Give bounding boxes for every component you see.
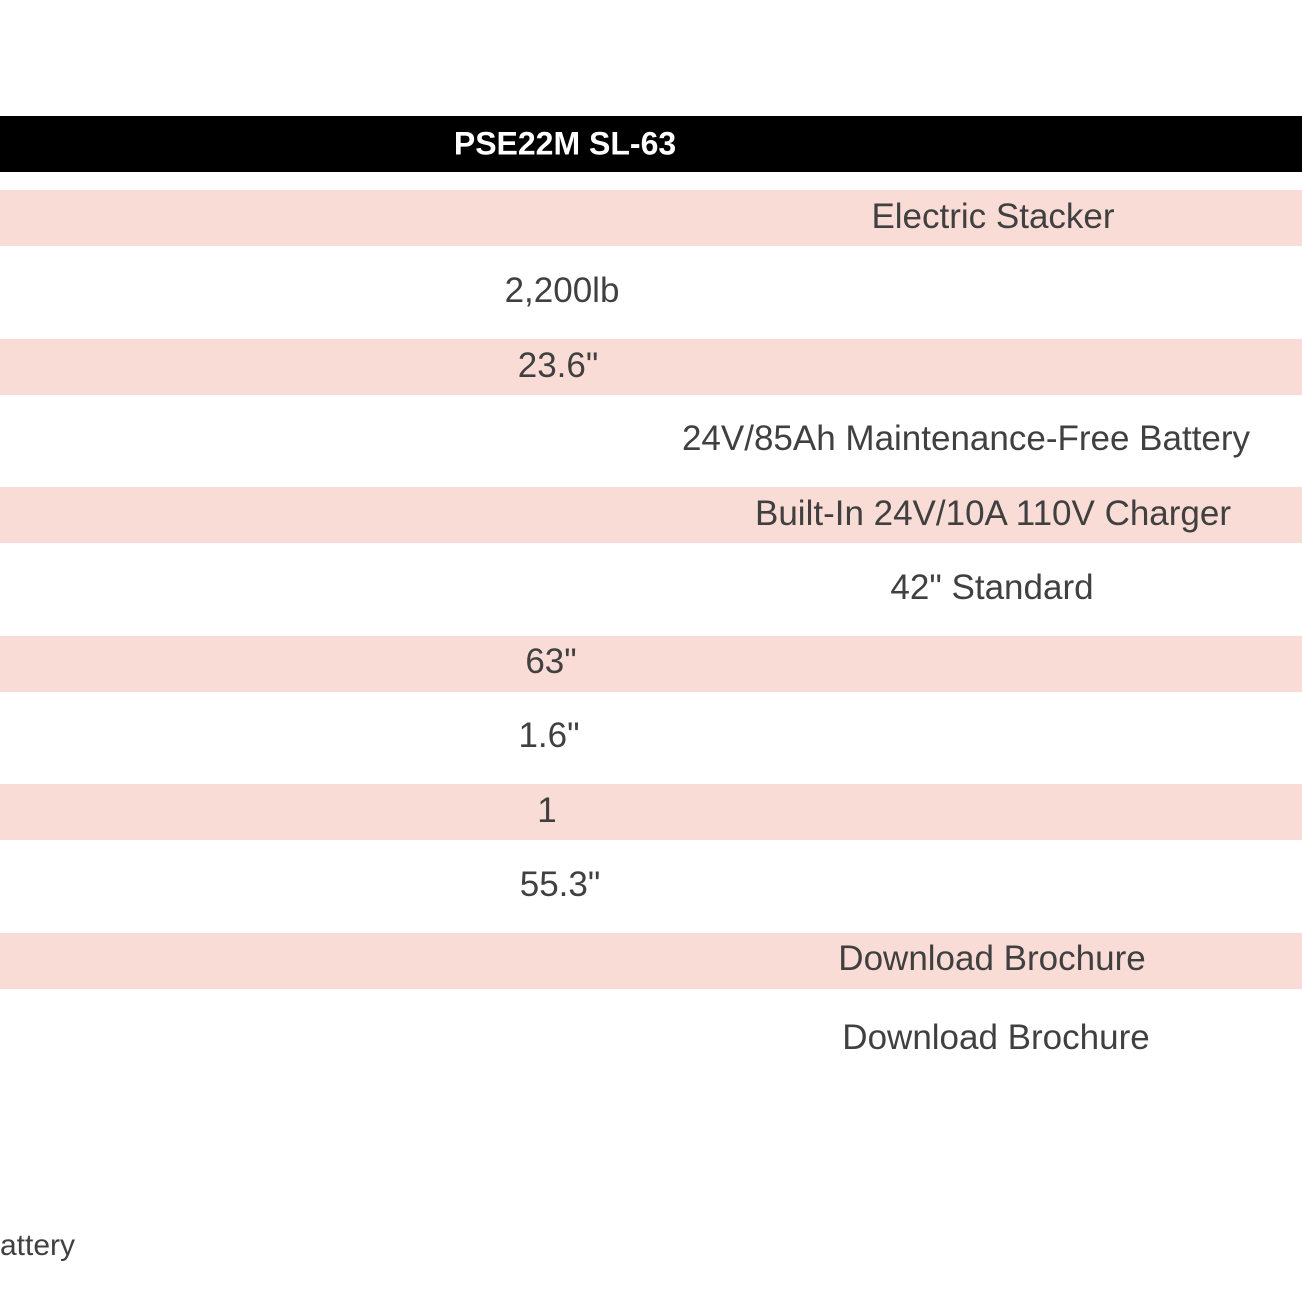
row-band bbox=[0, 190, 1302, 246]
row-band bbox=[0, 784, 1302, 840]
model-name: PSE22M SL-63 bbox=[453, 125, 677, 162]
table-header: PSE22M SL-63 bbox=[0, 116, 1302, 172]
row-band bbox=[0, 339, 1302, 395]
cell-dimension: 55.3" bbox=[519, 865, 601, 904]
cell-battery: 24V/85Ah Maintenance-Free Battery bbox=[681, 419, 1251, 458]
row-band bbox=[0, 933, 1302, 989]
cell-load-center: 23.6" bbox=[517, 346, 599, 385]
cell-charger: Built-In 24V/10A 110V Charger bbox=[754, 494, 1232, 533]
row-band bbox=[0, 487, 1302, 543]
download-brochure-link[interactable]: Download Brochure bbox=[842, 1018, 1150, 1057]
cell-capacity: 2,200lb bbox=[504, 271, 620, 310]
cell-type: Electric Stacker bbox=[871, 197, 1115, 236]
cell-lift-height: 63" bbox=[525, 642, 577, 681]
row-band bbox=[0, 636, 1302, 692]
download-brochure-link[interactable]: Download Brochure bbox=[838, 939, 1146, 978]
truncated-text: attery bbox=[0, 1229, 76, 1262]
cell-lowered-height: 1.6" bbox=[518, 716, 580, 755]
cell-forks: 42" Standard bbox=[890, 568, 1094, 607]
cell-count: 1 bbox=[537, 791, 557, 830]
